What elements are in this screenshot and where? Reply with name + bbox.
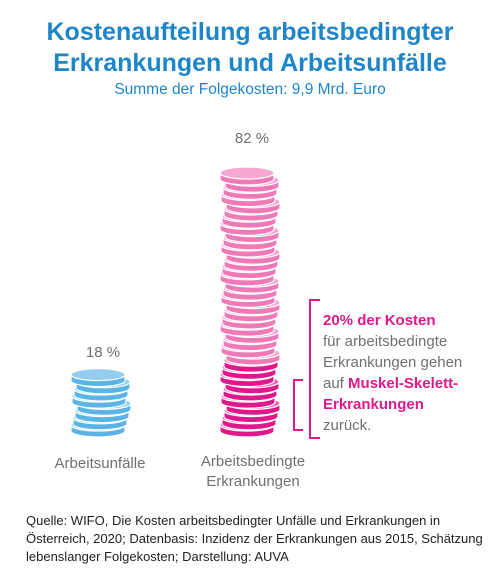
coin-arbeitsunfaelle-8 <box>70 368 126 388</box>
source-note: Quelle: WIFO, Die Kosten arbeitsbedingte… <box>26 513 483 564</box>
category-label-arbeitsunfaelle: Arbeitsunfälle <box>54 455 146 472</box>
page-subtitle: Summe der Folgekosten: 9,9 Mrd. Euro <box>114 81 386 98</box>
annotation-line-2: für arbeitsbedingte <box>323 333 448 350</box>
coin-stack-chart <box>70 166 320 439</box>
annotation-line-6: zurück. <box>323 417 372 434</box>
value-label-arbeitsbedingte-erkrankungen: 82 % <box>234 130 270 147</box>
annotation-line-4-prefix: auf <box>323 375 349 392</box>
page-title-line-1: Kostenaufteilung arbeitsbedingter <box>46 18 454 46</box>
annotation-line-3: Erkrankungen gehen <box>323 354 463 371</box>
annotation-highlight-category-1: Muskel-Skelett- <box>348 375 459 392</box>
annotation-highlight-category-2: Erkrankungen <box>323 396 424 413</box>
annotation-bracket-outer <box>309 299 320 439</box>
coin-arbeitsbedingte-erkrankungen-36 <box>219 166 275 186</box>
annotation-text: 20% der Kosten für arbeitsbedingte Erkra… <box>323 310 493 436</box>
annotation-highlight-share: 20% der Kosten <box>323 312 436 329</box>
category-label-line-1: Arbeitsbedingte <box>200 453 306 470</box>
coin-stack-arbeitsunfaelle <box>70 368 132 438</box>
value-label-arbeitsunfaelle: 18 % <box>85 344 121 361</box>
coin-stack-arbeitsbedingte-erkrankungen <box>219 166 281 438</box>
annotation-bracket-inner <box>293 379 303 431</box>
category-label-line-2: Erkrankungen <box>206 473 300 490</box>
category-label-arbeitsbedingte-erkrankungen: Arbeitsbedingte Erkrankungen <box>178 452 328 492</box>
annotation-brackets <box>293 299 320 439</box>
page-title-line-2: Erkrankungen und Arbeitsunfälle <box>53 49 447 77</box>
